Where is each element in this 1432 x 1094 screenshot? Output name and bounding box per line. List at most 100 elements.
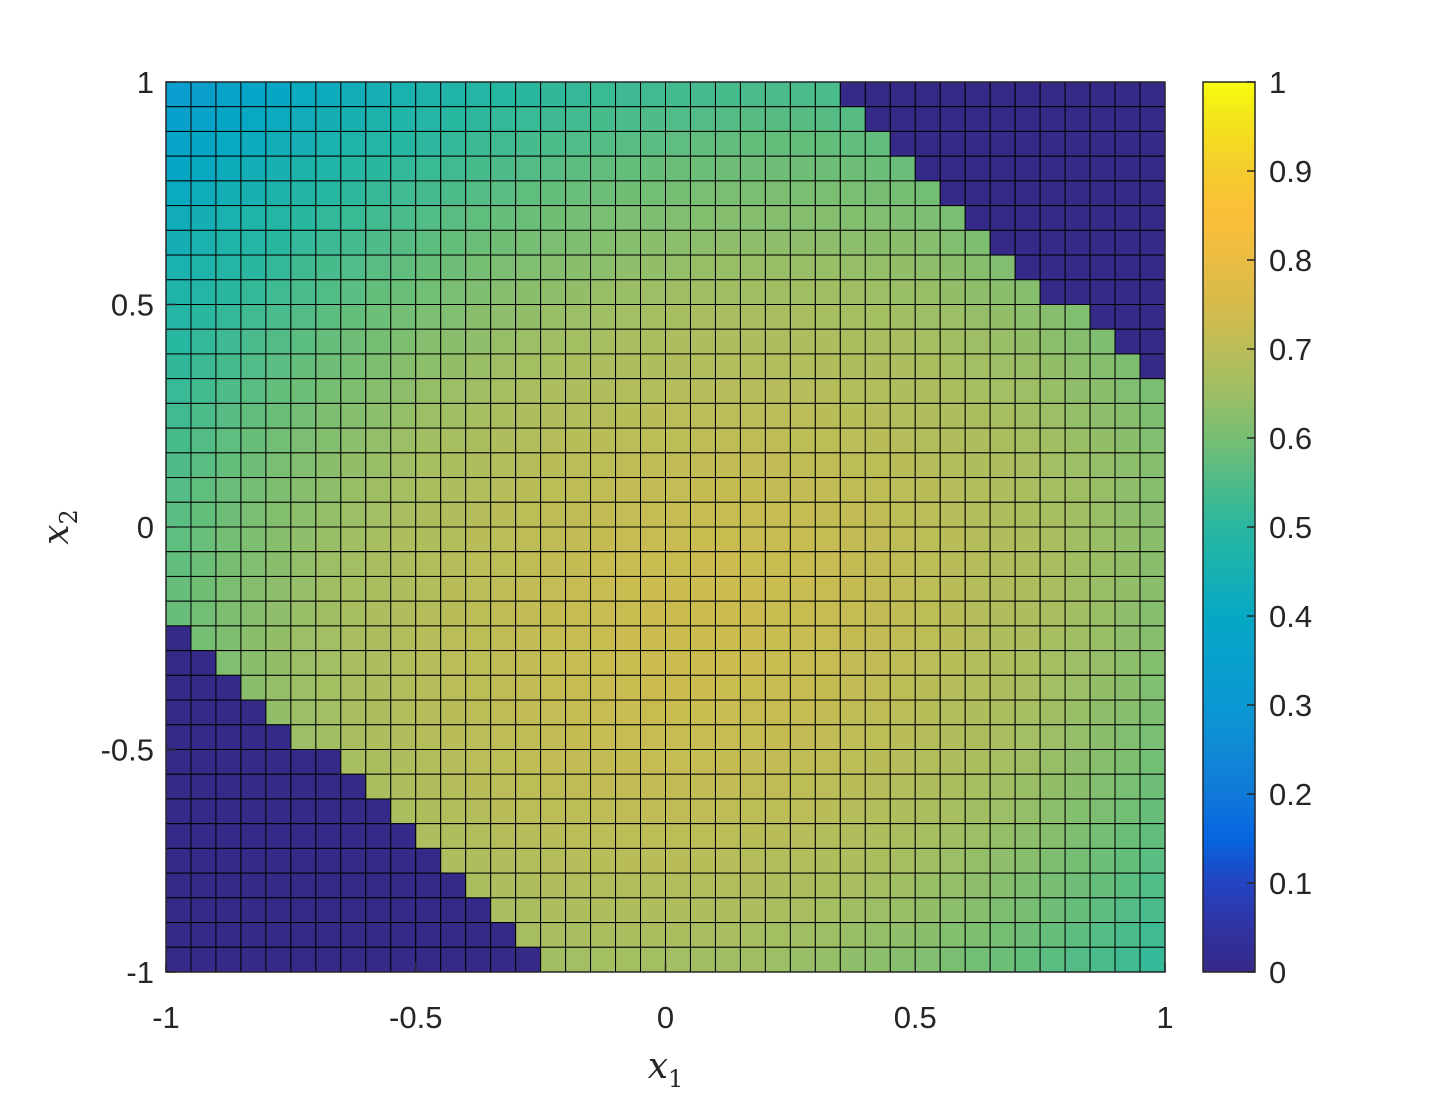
- heatmap-cell: [739, 304, 766, 330]
- heatmap-cell: [689, 575, 716, 602]
- heatmap-cell: [340, 922, 367, 948]
- heatmap-cell: [1114, 625, 1141, 652]
- heatmap-cell: [490, 229, 517, 256]
- heatmap-cell: [964, 279, 991, 305]
- heatmap-cell: [215, 575, 242, 602]
- heatmap-cell: [989, 378, 1016, 404]
- heatmap-cell: [365, 551, 392, 577]
- heatmap-cell: [315, 328, 342, 355]
- heatmap-cell: [565, 551, 592, 577]
- heatmap-cell: [440, 501, 467, 528]
- heatmap-cell: [1014, 427, 1041, 454]
- heatmap-cell: [615, 304, 642, 330]
- heatmap-cell: [540, 378, 567, 404]
- heatmap-cell: [1039, 205, 1066, 231]
- heatmap-cell: [789, 328, 816, 355]
- heatmap-cell: [565, 106, 592, 132]
- heatmap-cell: [739, 402, 766, 429]
- heatmap-cell: [839, 477, 866, 503]
- heatmap-cell: [839, 229, 866, 256]
- heatmap-cell: [989, 205, 1016, 231]
- heatmap-cell: [1064, 180, 1091, 207]
- heatmap-cell: [964, 180, 991, 207]
- heatmap-cell: [814, 452, 841, 479]
- heatmap-cell: [315, 402, 342, 429]
- heatmap-cell: [764, 872, 791, 899]
- heatmap-cell: [689, 501, 716, 528]
- heatmap-cell: [839, 81, 866, 108]
- heatmap-cell: [365, 823, 392, 849]
- heatmap-cell: [390, 699, 417, 726]
- heatmap-cell: [640, 477, 667, 503]
- heatmap-cell: [764, 180, 791, 207]
- heatmap-cell: [190, 699, 217, 726]
- heatmap-cell: [165, 402, 192, 429]
- heatmap-cell: [839, 353, 866, 380]
- heatmap-cell: [290, 551, 317, 577]
- heatmap-cell: [689, 897, 716, 924]
- heatmap-cell: [1139, 81, 1166, 108]
- heatmap-cell: [839, 798, 866, 825]
- heatmap-cell: [939, 749, 966, 775]
- heatmap-cell: [215, 699, 242, 726]
- heatmap-cell: [1139, 155, 1166, 182]
- heatmap-cell: [540, 130, 567, 157]
- heatmap-cell: [240, 773, 267, 800]
- heatmap-cell: [640, 625, 667, 652]
- heatmap-cell: [864, 600, 891, 627]
- heatmap-cell: [1114, 328, 1141, 355]
- heatmap-cell: [1139, 650, 1166, 676]
- heatmap-cell: [665, 130, 691, 157]
- heatmap-cell: [415, 81, 442, 108]
- heatmap-cell: [415, 575, 442, 602]
- heatmap-cell: [789, 279, 816, 305]
- heatmap-cell: [540, 650, 567, 676]
- heatmap-cell: [739, 749, 766, 775]
- heatmap-cell: [540, 402, 567, 429]
- heatmap-cell: [939, 353, 966, 380]
- heatmap-cell: [814, 551, 841, 577]
- heatmap-cell: [964, 724, 991, 751]
- x-axis-label: x1: [648, 1046, 684, 1093]
- heatmap-cell: [864, 823, 891, 849]
- heatmap-cell: [165, 551, 192, 577]
- heatmap-cell: [1114, 205, 1141, 231]
- heatmap-cell: [615, 378, 642, 404]
- heatmap-cell: [240, 946, 267, 973]
- heatmap-cell: [914, 526, 941, 553]
- heatmap-cell: [315, 279, 342, 305]
- heatmap-cell: [240, 353, 267, 380]
- heatmap-cell: [789, 625, 816, 652]
- heatmap-cell: [215, 328, 242, 355]
- heatmap-cell: [1064, 749, 1091, 775]
- heatmap-cell: [1139, 130, 1166, 157]
- heatmap-cell: [165, 872, 192, 899]
- heatmap-cell: [1089, 106, 1116, 132]
- heatmap-cell: [415, 946, 442, 973]
- heatmap-cell: [764, 402, 791, 429]
- heatmap-cell: [240, 600, 267, 627]
- heatmap-cell: [165, 378, 192, 404]
- heatmap-cell: [540, 551, 567, 577]
- heatmap-cell: [789, 897, 816, 924]
- heatmap-cell: [1089, 353, 1116, 380]
- heatmap-cell: [565, 749, 592, 775]
- colorbar-tick-label: 0.5: [1269, 510, 1312, 545]
- heatmap-cell: [390, 180, 417, 207]
- heatmap-cell: [689, 279, 716, 305]
- heatmap-cell: [889, 205, 916, 231]
- heatmap-cell: [1139, 254, 1166, 281]
- heatmap-cell: [590, 304, 617, 330]
- colorbar-tick-label: 0.4: [1269, 599, 1312, 634]
- heatmap-cell: [1039, 551, 1066, 577]
- heatmap-cell: [615, 526, 642, 553]
- heatmap-cell: [340, 798, 367, 825]
- heatmap-cell: [814, 625, 841, 652]
- heatmap-cell: [689, 847, 716, 874]
- heatmap-cell: [590, 427, 617, 454]
- heatmap-cell: [1014, 526, 1041, 553]
- heatmap-cell: [1014, 452, 1041, 479]
- heatmap-cell: [490, 452, 517, 479]
- heatmap-cell: [640, 254, 667, 281]
- heatmap-cell: [415, 699, 442, 726]
